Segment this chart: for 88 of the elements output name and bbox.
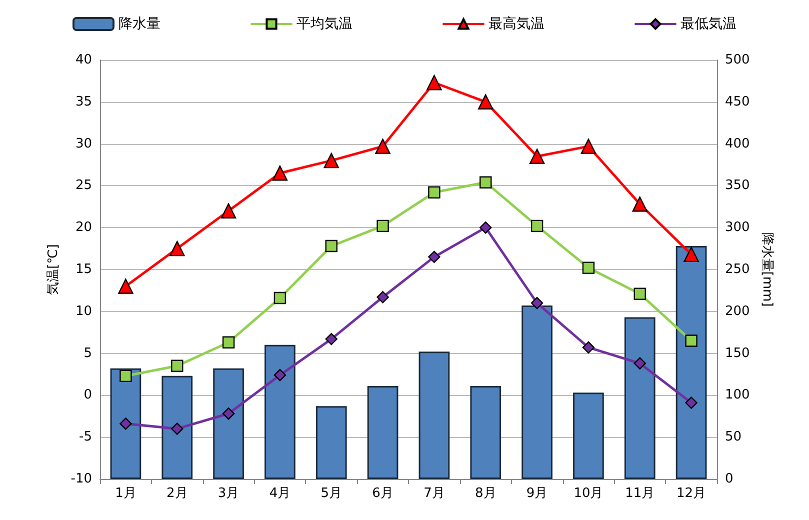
point [118,278,134,294]
bar [316,406,347,479]
point [580,138,596,154]
point [582,262,595,274]
point [222,408,235,420]
bar [624,317,656,479]
y-tick-label: 35 [75,94,92,110]
y-tick-label: 40 [75,52,92,68]
bar [367,386,398,479]
x-tick-label: 4月 [269,486,291,501]
x-tick-label: 11月 [625,486,655,501]
y-tick-label: 10 [75,304,92,319]
point [684,246,699,262]
legend-label: 最高気温 [488,16,544,32]
point [120,418,132,430]
point [325,240,338,252]
point [426,75,442,90]
y-tick-label: 0 [84,388,92,403]
x-tick-label: 6月 [372,486,394,501]
y2-tick-label: 100 [725,388,750,403]
point [480,176,492,188]
y2-tick-label: 350 [725,178,750,194]
bar [162,376,193,479]
y-axis-title: 気温[℃] [46,244,61,295]
point [170,240,185,256]
x-tick-label: 12月 [676,486,706,501]
y-tick-label: 20 [75,220,92,236]
point [685,334,698,347]
point [274,368,286,382]
point [324,152,339,168]
y2-tick-label: 150 [725,346,750,361]
bar [573,392,604,479]
x-tick-label: 3月 [218,486,240,501]
y2-tick-label: 300 [725,220,750,236]
x-tick-label: 5月 [320,486,342,501]
y-tick-label: -5 [79,430,92,445]
point [376,291,389,304]
point [376,220,389,232]
y2-tick-label: 450 [725,94,750,110]
point [530,296,544,310]
y2-tick-label: 400 [725,136,750,152]
y2-tick-label: 500 [725,52,750,68]
y-tick-label: 25 [75,178,92,194]
point [634,357,646,370]
y2-tick-label: 200 [725,304,750,319]
y2-tick-label: 0 [725,472,734,486]
legend-label: 最低気温 [680,16,736,32]
bar [418,352,450,479]
bar [676,246,707,479]
bar [522,306,552,479]
point [272,166,288,181]
point [171,422,184,435]
point [428,250,440,264]
point [529,148,545,164]
bar [470,386,502,479]
legend-label: 平均気温 [296,16,352,32]
y2-tick-label: 50 [725,430,742,445]
x-tick-label: 8月 [474,486,496,501]
point [478,94,494,110]
bar [264,344,296,479]
x-tick-label: 1月 [115,486,136,501]
y2-tick-label: 250 [725,262,750,277]
point [530,220,544,232]
y-tick-label: 15 [75,262,92,277]
bar [213,368,244,479]
point [375,138,390,154]
point [171,360,184,372]
point [634,288,646,300]
point [428,186,440,199]
point [632,196,648,212]
point [480,222,492,234]
point [685,396,698,409]
y2-axis-title: 降水量[mm] [760,232,775,307]
point [120,370,132,382]
legend-label: 降水量 [118,16,160,32]
y-tick-label: -10 [70,472,92,486]
point [274,292,286,304]
y-tick-label: 5 [84,346,92,361]
point [220,203,236,218]
y-tick-label: 30 [75,136,92,152]
point [325,332,338,346]
x-tick-label: 7月 [424,486,445,501]
x-tick-label: 10月 [574,486,604,501]
x-tick-label: 9月 [526,486,548,501]
point [222,336,235,349]
bar [110,368,142,479]
point [582,341,595,354]
x-tick-label: 2月 [166,486,188,501]
